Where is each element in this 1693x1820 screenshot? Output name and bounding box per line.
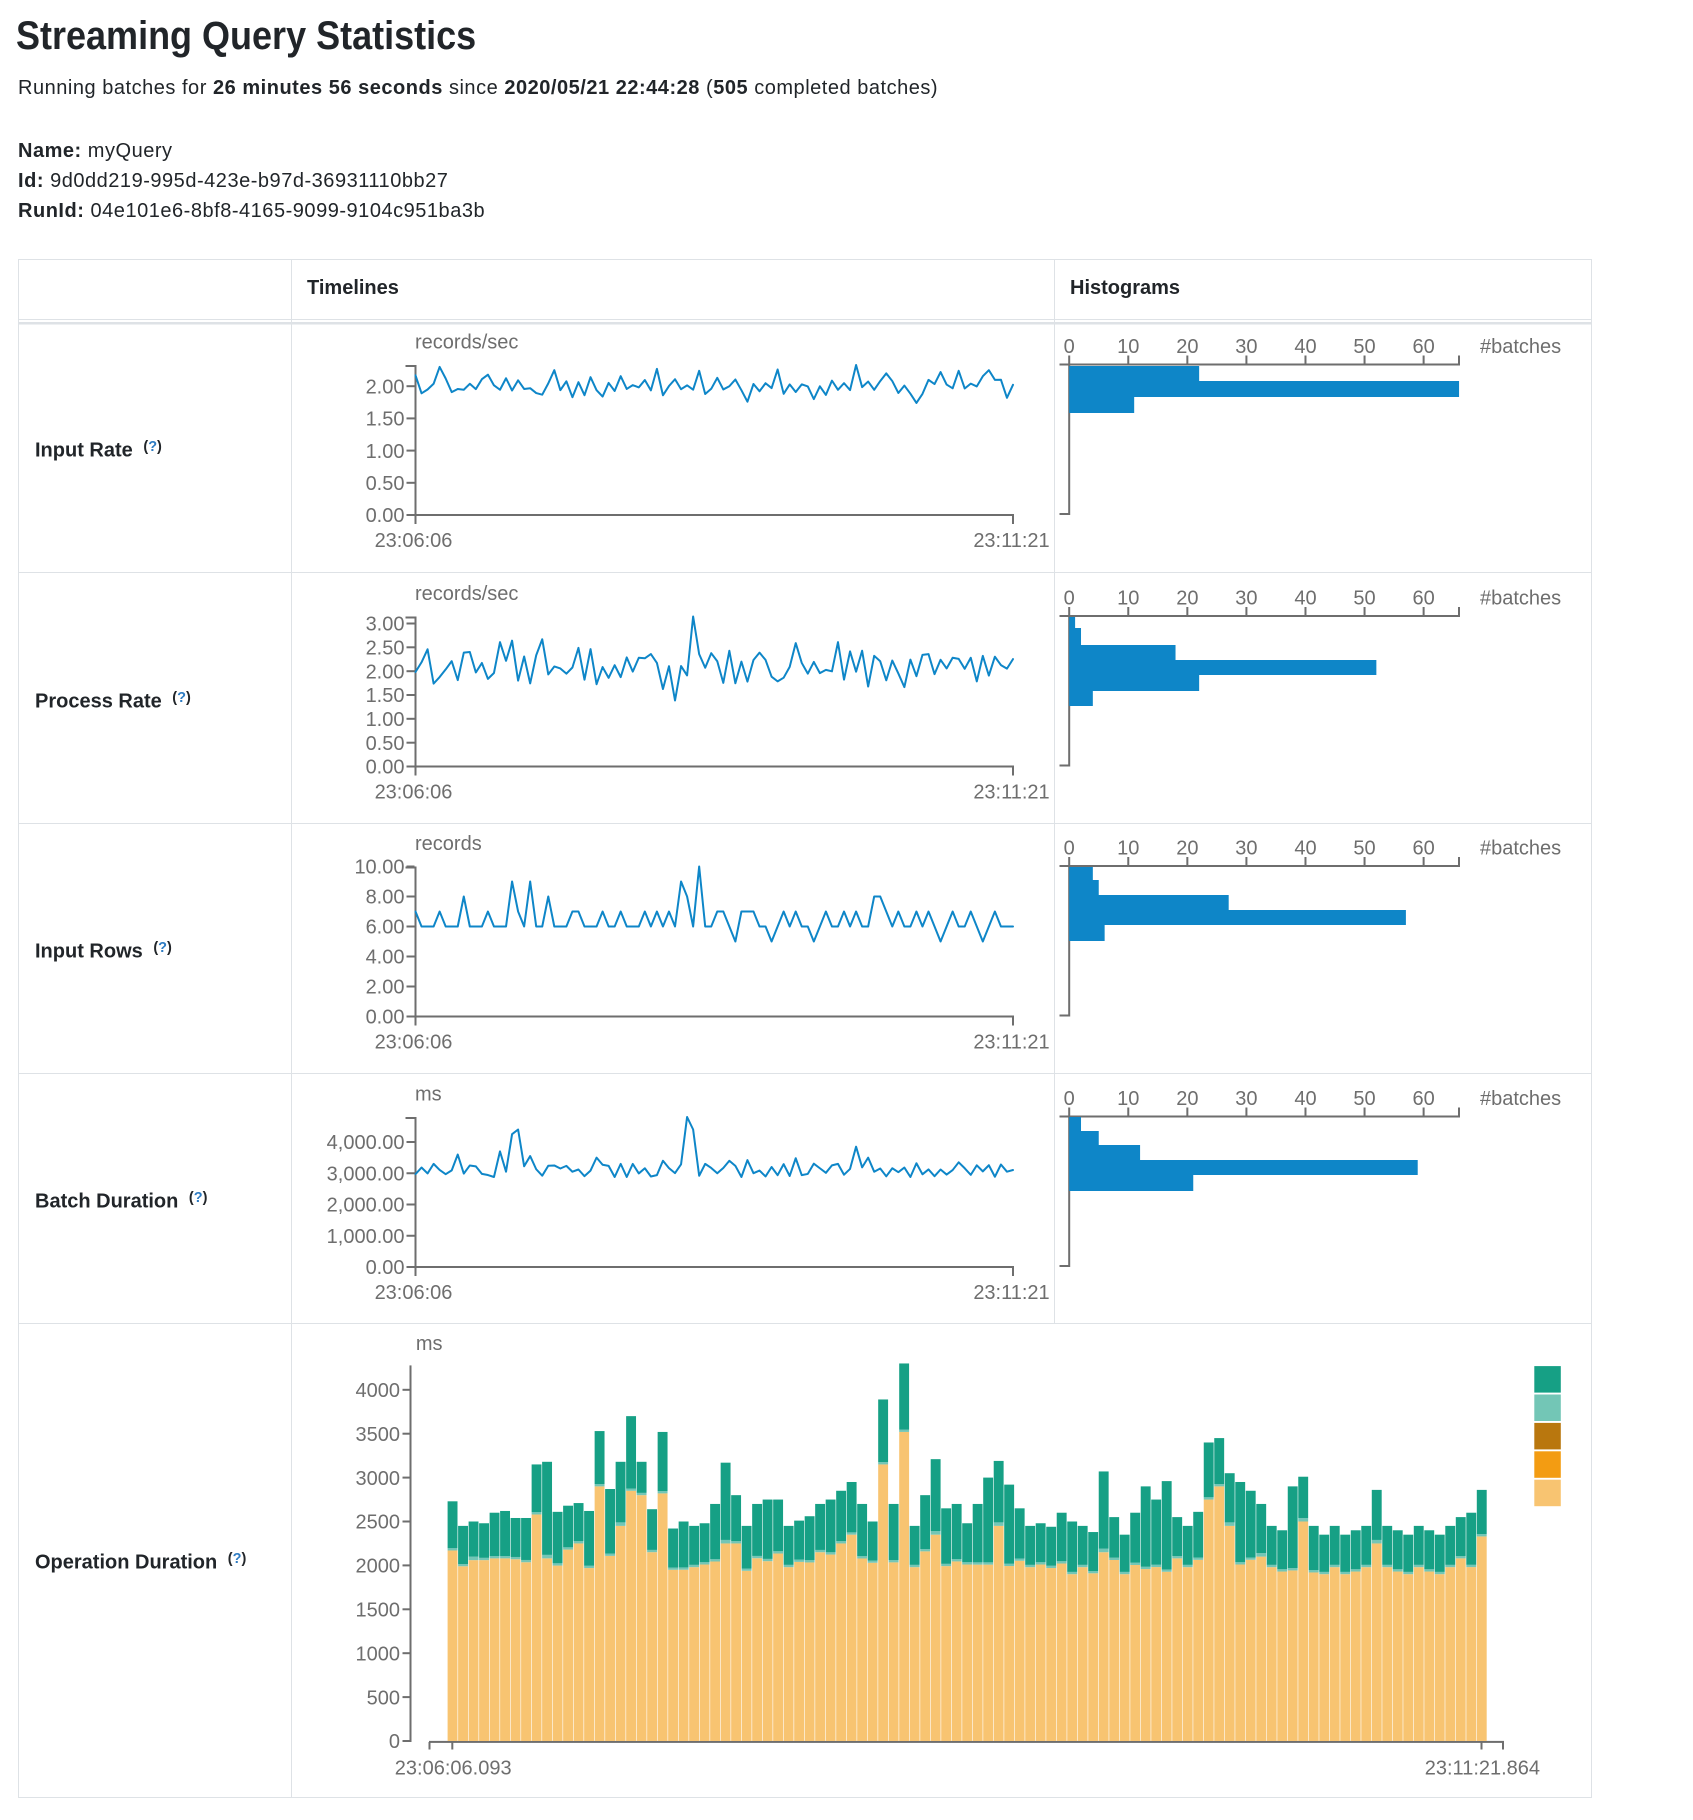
svg-text:30: 30	[1235, 336, 1257, 358]
svg-text:0.00: 0.00	[366, 1257, 405, 1279]
svg-text:23:11:21.864: 23:11:21.864	[1425, 1758, 1540, 1780]
svg-text:23:06:06: 23:06:06	[375, 530, 453, 552]
svg-text:23:06:06: 23:06:06	[375, 1282, 453, 1304]
svg-text:0.00: 0.00	[366, 757, 405, 779]
svg-text:10: 10	[1117, 588, 1139, 610]
svg-text:3000: 3000	[356, 1468, 401, 1490]
svg-text:1500: 1500	[356, 1600, 401, 1622]
svg-text:1.50: 1.50	[366, 685, 405, 707]
svg-text:2.00: 2.00	[366, 661, 405, 683]
svg-text:30: 30	[1235, 588, 1257, 610]
svg-text:0.50: 0.50	[366, 473, 405, 495]
svg-text:6.00: 6.00	[366, 917, 405, 939]
svg-text:40: 40	[1294, 838, 1316, 860]
svg-text:2000: 2000	[356, 1556, 401, 1578]
svg-text:2,000.00: 2,000.00	[327, 1195, 405, 1217]
svg-text:23:06:06.093: 23:06:06.093	[395, 1758, 512, 1780]
svg-text:0.00: 0.00	[366, 1007, 405, 1029]
svg-text:records/sec: records/sec	[415, 332, 518, 354]
svg-text:60: 60	[1412, 588, 1434, 610]
svg-text:10: 10	[1117, 336, 1139, 358]
svg-text:0.00: 0.00	[366, 505, 405, 527]
svg-text:23:11:21: 23:11:21	[973, 782, 1049, 804]
svg-text:20: 20	[1176, 1088, 1198, 1110]
svg-text:2.00: 2.00	[366, 376, 405, 398]
svg-text:1,000.00: 1,000.00	[327, 1226, 405, 1248]
svg-text:0.50: 0.50	[366, 733, 405, 755]
svg-text:8.00: 8.00	[366, 887, 405, 909]
svg-text:500: 500	[367, 1687, 400, 1709]
svg-text:23:11:21: 23:11:21	[973, 1032, 1049, 1054]
svg-text:50: 50	[1353, 588, 1375, 610]
svg-text:60: 60	[1412, 336, 1434, 358]
svg-text:records/sec: records/sec	[415, 583, 518, 605]
svg-text:10: 10	[1117, 838, 1139, 860]
svg-text:4,000.00: 4,000.00	[327, 1132, 405, 1154]
svg-text:60: 60	[1412, 1088, 1434, 1110]
svg-text:3,000.00: 3,000.00	[327, 1163, 405, 1185]
svg-text:2.50: 2.50	[366, 638, 405, 660]
svg-text:20: 20	[1176, 588, 1198, 610]
svg-text:23:06:06: 23:06:06	[375, 1032, 453, 1054]
svg-text:40: 40	[1294, 336, 1316, 358]
svg-text:30: 30	[1235, 1088, 1257, 1110]
svg-text:23:11:21: 23:11:21	[973, 1282, 1049, 1304]
svg-text:50: 50	[1353, 838, 1375, 860]
svg-text:50: 50	[1353, 336, 1375, 358]
svg-text:0: 0	[389, 1731, 400, 1753]
svg-text:1.00: 1.00	[366, 709, 405, 731]
svg-text:50: 50	[1353, 1088, 1375, 1110]
svg-text:0: 0	[1064, 838, 1075, 860]
svg-text:#batches: #batches	[1480, 838, 1561, 860]
svg-text:#batches: #batches	[1480, 336, 1561, 358]
svg-text:10.00: 10.00	[354, 857, 404, 879]
svg-text:#batches: #batches	[1480, 588, 1561, 610]
svg-text:#batches: #batches	[1480, 1088, 1561, 1110]
svg-text:4.00: 4.00	[366, 947, 405, 969]
svg-text:1.00: 1.00	[366, 441, 405, 463]
svg-text:0: 0	[1064, 588, 1075, 610]
svg-text:40: 40	[1294, 588, 1316, 610]
svg-text:60: 60	[1412, 838, 1434, 860]
svg-text:3.00: 3.00	[366, 614, 405, 636]
svg-text:ms: ms	[416, 1333, 443, 1355]
svg-text:records: records	[415, 833, 482, 855]
svg-text:2500: 2500	[356, 1512, 401, 1534]
svg-text:30: 30	[1235, 838, 1257, 860]
svg-text:1000: 1000	[356, 1643, 401, 1665]
svg-text:0: 0	[1064, 336, 1075, 358]
svg-text:20: 20	[1176, 838, 1198, 860]
svg-text:2.00: 2.00	[366, 977, 405, 999]
svg-text:40: 40	[1294, 1088, 1316, 1110]
svg-text:4000: 4000	[356, 1380, 401, 1402]
svg-text:0: 0	[1064, 1088, 1075, 1110]
svg-text:20: 20	[1176, 336, 1198, 358]
svg-text:23:06:06: 23:06:06	[375, 782, 453, 804]
svg-text:1.50: 1.50	[366, 409, 405, 431]
svg-text:10: 10	[1117, 1088, 1139, 1110]
svg-text:ms: ms	[415, 1084, 442, 1106]
svg-text:3500: 3500	[356, 1424, 401, 1446]
svg-text:23:11:21: 23:11:21	[973, 530, 1049, 552]
